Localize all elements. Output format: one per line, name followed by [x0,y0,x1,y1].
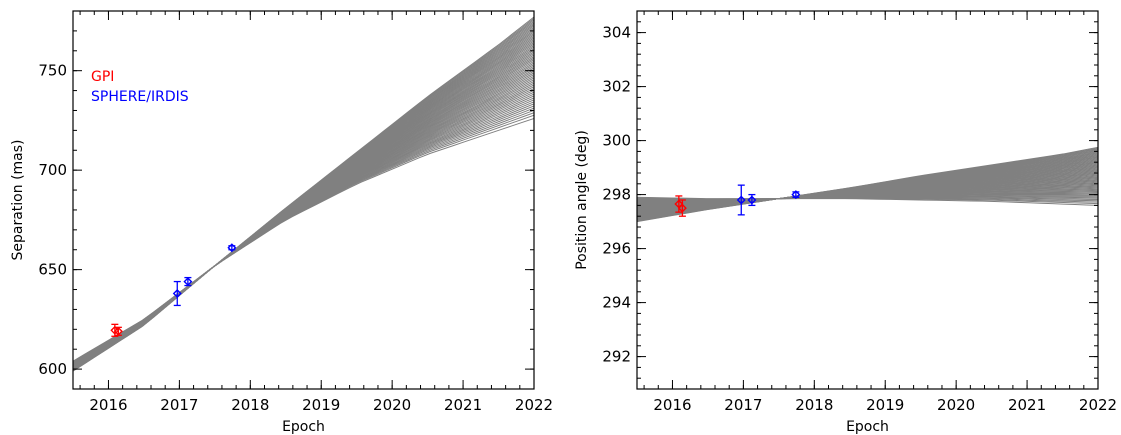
orbit-line [73,16,534,372]
y-tick-label: 298 [602,186,631,204]
x-tick-label: 2017 [724,396,762,414]
x-tick-label: 2016 [653,396,691,414]
y-tick-label: 292 [602,348,631,366]
x-tick-label: 2022 [1079,396,1117,414]
y-tick-label: 294 [602,294,631,312]
data-point [183,277,193,287]
y-tick-label: 304 [602,24,631,42]
series-sphere-irdis [736,184,801,216]
x-tick-label: 2021 [1008,396,1046,414]
x-tick-label: 2016 [89,396,127,414]
data-point [736,195,746,205]
data-point [747,195,757,205]
data-point [227,243,237,253]
y-axis-title: Separation (mas) [10,139,26,260]
x-tick-label: 2020 [937,396,975,414]
legend-entry: SPHERE/IRDIS [91,89,189,105]
x-tick-label: 2020 [373,396,411,414]
x-tick-label: 2022 [515,396,553,414]
legend: GPI SPHERE/IRDIS [91,69,189,105]
y-tick-label: 650 [38,261,67,279]
legend-entry: GPI [91,69,114,85]
x-tick-label: 2019 [302,396,340,414]
data-point [791,190,801,200]
data-point [172,289,182,298]
series-gpi [674,195,687,217]
orbit-line [637,146,1098,223]
chart-panel-2: 2016 2017 2018 2019 2020 2021 2022 292 294 296 298… [574,10,1117,435]
series-sphere-irdis [172,243,237,307]
x-tick-label: 2021 [444,396,482,414]
y-tick-label: 750 [38,62,67,80]
y-tick-label: 700 [38,161,67,179]
plot-frame [72,10,535,390]
orbit-fan [73,16,534,372]
x-tick-label: 2017 [160,396,198,414]
series-gpi [110,323,123,337]
x-axis-title: Epoch [282,419,325,435]
x-tick-label: 2018 [795,396,833,414]
axis-ticks [73,10,535,390]
plot-frame [636,10,1099,390]
orbit-fan [637,146,1098,223]
y-axis-title: Position angle (deg) [574,130,590,270]
x-axis-title: Epoch [846,419,889,435]
y-tick-label: 296 [602,240,631,258]
chart-panel-1: 2016 2017 2018 2019 2020 2021 2022 600 650 700 750… [10,10,553,435]
x-tick-label: 2018 [231,396,269,414]
y-tick-label: 302 [602,78,631,96]
data-point [113,326,123,336]
data-point [677,203,687,213]
axis-ticks [637,10,1099,390]
y-tick-label: 600 [38,360,67,378]
y-tick-label: 300 [602,132,631,150]
x-tick-label: 2019 [866,396,904,414]
